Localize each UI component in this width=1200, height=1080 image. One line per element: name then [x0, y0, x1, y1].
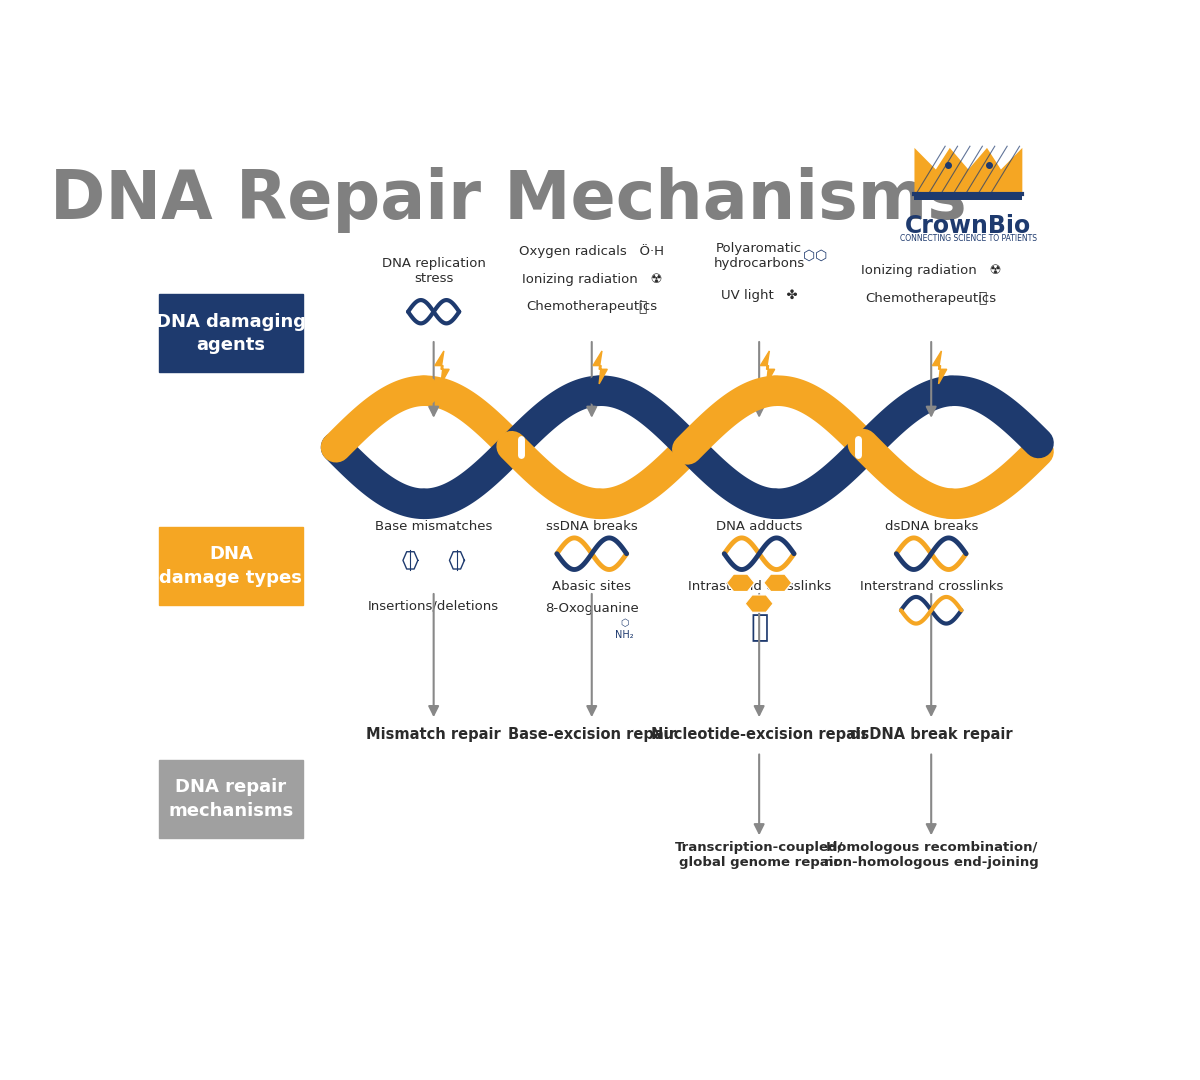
Text: DNA repair
mechanisms: DNA repair mechanisms: [168, 779, 294, 820]
Text: DNA replication
stress: DNA replication stress: [382, 257, 486, 285]
Text: dsDNA breaks: dsDNA breaks: [884, 521, 978, 534]
FancyBboxPatch shape: [914, 192, 1022, 200]
FancyBboxPatch shape: [160, 760, 302, 838]
Text: Mismatch repair: Mismatch repair: [366, 727, 502, 742]
Text: ⧖: ⧖: [750, 613, 768, 643]
Polygon shape: [764, 575, 792, 592]
FancyBboxPatch shape: [160, 527, 302, 605]
Polygon shape: [727, 575, 755, 592]
Text: Oxygen radicals   Ö·H: Oxygen radicals Ö·H: [520, 244, 665, 258]
Text: ⬡⬡: ⬡⬡: [803, 249, 827, 264]
FancyBboxPatch shape: [160, 294, 302, 373]
Polygon shape: [745, 595, 773, 612]
Text: CONNECTING SCIENCE TO PATIENTS: CONNECTING SCIENCE TO PATIENTS: [900, 233, 1037, 243]
Text: DNA Repair Mechanisms: DNA Repair Mechanisms: [49, 167, 966, 233]
Text: 💊: 💊: [638, 300, 647, 313]
Text: ssDNA breaks: ssDNA breaks: [546, 521, 637, 534]
Text: Abasic sites: Abasic sites: [552, 580, 631, 593]
Polygon shape: [593, 351, 607, 383]
Text: Chemotherapeutics: Chemotherapeutics: [526, 300, 658, 313]
Text: Polyaromatic
hydrocarbons: Polyaromatic hydrocarbons: [714, 242, 805, 270]
Text: ⬡
NH₂: ⬡ NH₂: [614, 619, 634, 640]
Text: Nucleotide-excision repair: Nucleotide-excision repair: [650, 727, 868, 742]
Text: Ionizing radiation   ☢: Ionizing radiation ☢: [522, 273, 662, 286]
Polygon shape: [761, 351, 775, 383]
Polygon shape: [932, 351, 947, 383]
Text: Interstrand crosslinks: Interstrand crosslinks: [859, 580, 1003, 593]
Text: 8-Oxoguanine: 8-Oxoguanine: [545, 602, 638, 615]
Text: 💊: 💊: [978, 292, 986, 306]
Text: UV light   ✤: UV light ✤: [721, 289, 798, 302]
Text: DNA adducts: DNA adducts: [716, 521, 803, 534]
Text: dsDNA break repair: dsDNA break repair: [850, 727, 1013, 742]
Text: DNA damaging
agents: DNA damaging agents: [156, 312, 306, 354]
Text: Transcription-coupled/
global genome repair: Transcription-coupled/ global genome rep…: [674, 840, 844, 868]
Text: DNA
damage types: DNA damage types: [160, 545, 302, 588]
Text: CrownBio: CrownBio: [905, 215, 1032, 239]
Text: Base mismatches: Base mismatches: [374, 521, 492, 534]
Text: Insertions/deletions: Insertions/deletions: [368, 599, 499, 612]
Text: Ionizing radiation   ☢: Ionizing radiation ☢: [862, 265, 1001, 278]
Text: Chemotherapeutics: Chemotherapeutics: [865, 292, 997, 305]
Text: Intrastrand crosslinks: Intrastrand crosslinks: [688, 580, 830, 593]
Polygon shape: [914, 148, 1022, 192]
Text: Homologous recombination/
non-homologous end-joining: Homologous recombination/ non-homologous…: [824, 840, 1038, 868]
Text: Base-excision repair: Base-excision repair: [508, 727, 676, 742]
Polygon shape: [434, 351, 449, 383]
